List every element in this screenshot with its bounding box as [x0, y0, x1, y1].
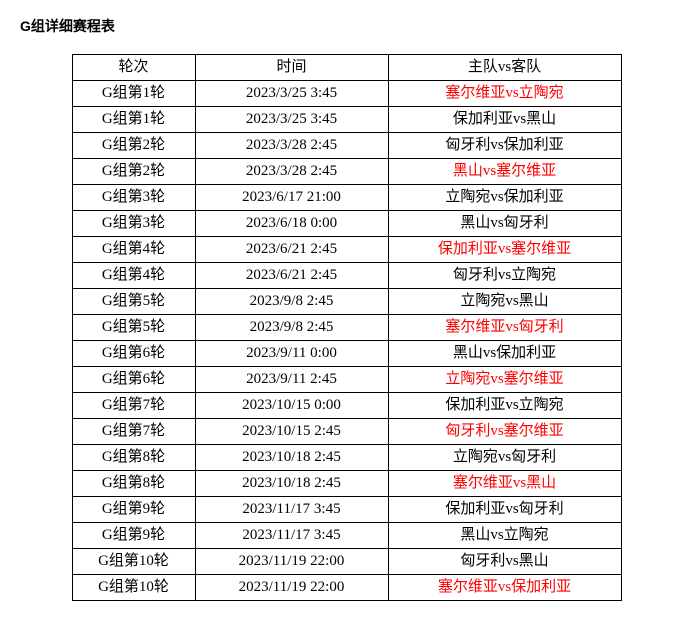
cell-match: 保加利亚vs匈牙利	[388, 497, 621, 523]
table-row: G组第9轮2023/11/17 3:45黑山vs立陶宛	[72, 523, 621, 549]
cell-time: 2023/6/21 2:45	[195, 263, 388, 289]
cell-match: 保加利亚vs塞尔维亚	[388, 237, 621, 263]
cell-match: 保加利亚vs立陶宛	[388, 393, 621, 419]
cell-match: 匈牙利vs塞尔维亚	[388, 419, 621, 445]
cell-time: 2023/3/28 2:45	[195, 133, 388, 159]
cell-round: G组第3轮	[72, 185, 195, 211]
cell-round: G组第8轮	[72, 471, 195, 497]
cell-match: 立陶宛vs塞尔维亚	[388, 367, 621, 393]
table-row: G组第1轮2023/3/25 3:45塞尔维亚vs立陶宛	[72, 81, 621, 107]
cell-time: 2023/10/15 0:00	[195, 393, 388, 419]
table-row: G组第7轮2023/10/15 0:00保加利亚vs立陶宛	[72, 393, 621, 419]
cell-match: 立陶宛vs匈牙利	[388, 445, 621, 471]
cell-round: G组第9轮	[72, 523, 195, 549]
page-title: G组详细赛程表	[20, 16, 673, 36]
table-row: G组第9轮2023/11/17 3:45保加利亚vs匈牙利	[72, 497, 621, 523]
cell-round: G组第7轮	[72, 393, 195, 419]
cell-time: 2023/11/19 22:00	[195, 549, 388, 575]
cell-round: G组第4轮	[72, 237, 195, 263]
cell-match: 黑山vs保加利亚	[388, 341, 621, 367]
table-row: G组第4轮2023/6/21 2:45保加利亚vs塞尔维亚	[72, 237, 621, 263]
cell-time: 2023/10/18 2:45	[195, 445, 388, 471]
cell-match: 黑山vs匈牙利	[388, 211, 621, 237]
cell-time: 2023/6/17 21:00	[195, 185, 388, 211]
cell-round: G组第1轮	[72, 107, 195, 133]
table-row: G组第10轮2023/11/19 22:00塞尔维亚vs保加利亚	[72, 575, 621, 601]
cell-time: 2023/10/15 2:45	[195, 419, 388, 445]
cell-round: G组第10轮	[72, 575, 195, 601]
cell-time: 2023/3/25 3:45	[195, 107, 388, 133]
cell-round: G组第2轮	[72, 133, 195, 159]
cell-round: G组第1轮	[72, 81, 195, 107]
cell-match: 匈牙利vs保加利亚	[388, 133, 621, 159]
cell-match: 塞尔维亚vs立陶宛	[388, 81, 621, 107]
cell-match: 匈牙利vs立陶宛	[388, 263, 621, 289]
table-row: G组第5轮2023/9/8 2:45立陶宛vs黑山	[72, 289, 621, 315]
cell-round: G组第6轮	[72, 367, 195, 393]
cell-time: 2023/11/17 3:45	[195, 497, 388, 523]
cell-round: G组第10轮	[72, 549, 195, 575]
cell-time: 2023/3/28 2:45	[195, 159, 388, 185]
table-row: G组第6轮2023/9/11 0:00黑山vs保加利亚	[72, 341, 621, 367]
table-row: G组第4轮2023/6/21 2:45匈牙利vs立陶宛	[72, 263, 621, 289]
cell-time: 2023/3/25 3:45	[195, 81, 388, 107]
cell-round: G组第8轮	[72, 445, 195, 471]
cell-match: 立陶宛vs黑山	[388, 289, 621, 315]
table-header-row: 轮次 时间 主队vs客队	[72, 55, 621, 81]
cell-round: G组第4轮	[72, 263, 195, 289]
table-row: G组第8轮2023/10/18 2:45塞尔维亚vs黑山	[72, 471, 621, 497]
cell-time: 2023/10/18 2:45	[195, 471, 388, 497]
table-row: G组第5轮2023/9/8 2:45塞尔维亚vs匈牙利	[72, 315, 621, 341]
col-header-time: 时间	[195, 55, 388, 81]
cell-time: 2023/9/8 2:45	[195, 315, 388, 341]
cell-time: 2023/9/8 2:45	[195, 289, 388, 315]
cell-match: 黑山vs立陶宛	[388, 523, 621, 549]
table-row: G组第2轮2023/3/28 2:45黑山vs塞尔维亚	[72, 159, 621, 185]
cell-time: 2023/11/19 22:00	[195, 575, 388, 601]
table-row: G组第6轮2023/9/11 2:45立陶宛vs塞尔维亚	[72, 367, 621, 393]
cell-round: G组第7轮	[72, 419, 195, 445]
cell-match: 塞尔维亚vs保加利亚	[388, 575, 621, 601]
cell-match: 黑山vs塞尔维亚	[388, 159, 621, 185]
col-header-match: 主队vs客队	[388, 55, 621, 81]
table-row: G组第1轮2023/3/25 3:45保加利亚vs黑山	[72, 107, 621, 133]
cell-match: 立陶宛vs保加利亚	[388, 185, 621, 211]
col-header-round: 轮次	[72, 55, 195, 81]
cell-match: 塞尔维亚vs匈牙利	[388, 315, 621, 341]
cell-round: G组第2轮	[72, 159, 195, 185]
table-row: G组第10轮2023/11/19 22:00匈牙利vs黑山	[72, 549, 621, 575]
table-row: G组第3轮2023/6/18 0:00黑山vs匈牙利	[72, 211, 621, 237]
schedule-table: 轮次 时间 主队vs客队 G组第1轮2023/3/25 3:45塞尔维亚vs立陶…	[72, 54, 622, 601]
cell-time: 2023/9/11 0:00	[195, 341, 388, 367]
cell-match: 保加利亚vs黑山	[388, 107, 621, 133]
cell-round: G组第9轮	[72, 497, 195, 523]
schedule-table-wrap: 轮次 时间 主队vs客队 G组第1轮2023/3/25 3:45塞尔维亚vs立陶…	[20, 54, 673, 601]
cell-time: 2023/6/21 2:45	[195, 237, 388, 263]
cell-time: 2023/11/17 3:45	[195, 523, 388, 549]
cell-round: G组第3轮	[72, 211, 195, 237]
cell-round: G组第5轮	[72, 289, 195, 315]
cell-match: 匈牙利vs黑山	[388, 549, 621, 575]
table-row: G组第3轮2023/6/17 21:00立陶宛vs保加利亚	[72, 185, 621, 211]
cell-round: G组第5轮	[72, 315, 195, 341]
table-row: G组第2轮2023/3/28 2:45匈牙利vs保加利亚	[72, 133, 621, 159]
cell-time: 2023/6/18 0:00	[195, 211, 388, 237]
cell-match: 塞尔维亚vs黑山	[388, 471, 621, 497]
cell-round: G组第6轮	[72, 341, 195, 367]
table-row: G组第7轮2023/10/15 2:45匈牙利vs塞尔维亚	[72, 419, 621, 445]
table-row: G组第8轮2023/10/18 2:45立陶宛vs匈牙利	[72, 445, 621, 471]
cell-time: 2023/9/11 2:45	[195, 367, 388, 393]
